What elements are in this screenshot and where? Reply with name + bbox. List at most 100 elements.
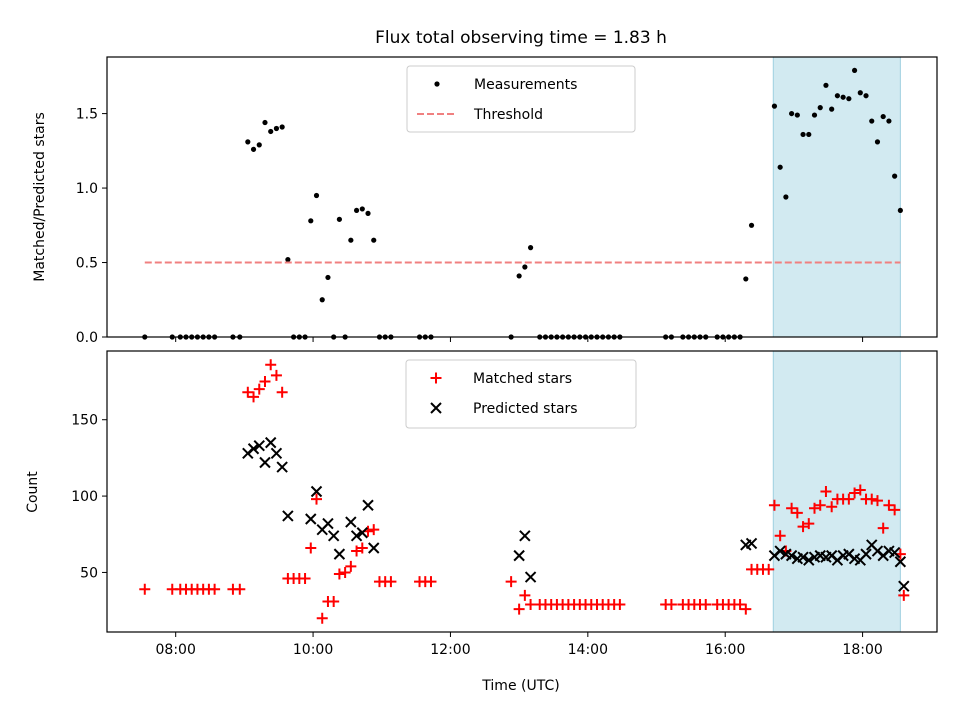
measurement-point: [857, 90, 863, 96]
y-tick-label: 100: [71, 489, 98, 505]
measurement-point: [365, 210, 371, 216]
y-tick-label: 150: [71, 413, 98, 429]
x-tick-label: 12:00: [430, 642, 470, 658]
legend-box: [406, 65, 636, 133]
x-tick-label: 18:00: [842, 642, 882, 658]
y-tick-label: 50: [80, 565, 98, 581]
chart-title: Flux total observing time = 1.83 h: [375, 28, 667, 48]
matched-star-point: [797, 521, 809, 533]
matched-star-point: [849, 487, 861, 499]
matched-star-point: [259, 376, 271, 388]
matched-star-point: [139, 583, 151, 595]
axes-frame: [106, 350, 938, 633]
predicted-star-point: [524, 571, 537, 583]
matched-star-point: [768, 499, 780, 511]
x-tick-label: 08:00: [156, 642, 196, 658]
y-tick-label: 0.0: [76, 330, 98, 346]
matched-star-point: [877, 522, 889, 534]
predicted-star-point: [745, 537, 758, 550]
highlight-span: [772, 56, 901, 338]
measurement-point: [834, 93, 841, 99]
y-tick-label: 0.5: [76, 256, 98, 272]
matched-star-point: [791, 507, 803, 519]
predicted-star-point: [513, 549, 525, 562]
legend-label: Threshold: [473, 107, 543, 123]
matched-star-point: [866, 493, 878, 505]
matched-star-point: [345, 560, 357, 572]
y-tick-label: 1.0: [76, 181, 98, 197]
axes-frame: [106, 56, 938, 338]
measurement-point: [325, 274, 331, 281]
predicted-star-point: [860, 548, 872, 560]
predicted-star-point: [259, 456, 271, 469]
matched-star-point: [519, 589, 531, 601]
predicted-star-point: [327, 530, 340, 542]
measurement-point: [273, 125, 280, 132]
measurement-point: [886, 118, 892, 124]
measurement-point: [851, 67, 858, 74]
predicted-star-point: [322, 517, 334, 530]
measurement-point: [869, 118, 875, 124]
matched-star-point: [898, 589, 910, 601]
measurement-point: [748, 222, 755, 228]
measurement-point: [777, 164, 783, 170]
matched-star-point: [234, 583, 246, 595]
measurement-point: [245, 139, 251, 145]
measurement-point: [250, 146, 257, 152]
legend-matched-swatch: [430, 372, 442, 384]
measurement-point: [371, 237, 377, 243]
measurement-point: [516, 273, 522, 279]
predicted-star-point: [519, 530, 531, 542]
matched-star-point: [665, 599, 677, 611]
measurement-point: [897, 207, 903, 214]
predicted-star-point: [803, 554, 815, 566]
matched-star-point: [311, 493, 323, 505]
predicted-star-point: [785, 549, 798, 562]
measurement-point: [308, 218, 314, 224]
matched-star-point: [820, 486, 832, 497]
matched-star-point: [505, 576, 517, 588]
measurement-point: [319, 297, 325, 303]
legend-box: [405, 359, 637, 429]
predicted-star-point: [350, 530, 363, 542]
predicted-star-point: [270, 447, 283, 460]
matched-star-point: [614, 599, 626, 611]
ratio-panel: 0.0 0.5 1.0 1.5 Measurements Threshold: [76, 56, 938, 346]
x-tick-label: 14:00: [568, 642, 608, 658]
measurement-point: [359, 206, 365, 212]
matched-star-point: [242, 386, 254, 398]
matched-star-point: [854, 484, 866, 496]
measurement-point: [348, 237, 354, 243]
x-tick-label: 16:00: [705, 642, 745, 658]
measurement-point: [771, 103, 778, 109]
measurement-point: [823, 82, 829, 88]
matched-star-point: [774, 530, 786, 542]
predicted-star-point: [368, 542, 380, 554]
measurement-point: [743, 276, 749, 282]
matched-star-point: [803, 518, 815, 530]
measurement-point: [811, 112, 818, 118]
matched-star-point: [883, 499, 895, 511]
x-axis-label: Time (UTC): [481, 678, 559, 694]
legend-measurement-swatch: [434, 81, 440, 87]
matched-star-point: [356, 542, 368, 554]
predicted-star-point: [333, 548, 346, 560]
predicted-star-point: [247, 443, 260, 455]
matched-star-point: [385, 576, 397, 588]
matched-star-point: [871, 495, 883, 507]
measurement-point: [262, 119, 268, 126]
predicted-star-point: [310, 485, 323, 498]
predicted-star-point: [774, 545, 786, 557]
measurement-point: [880, 113, 886, 120]
matched-star-point: [763, 563, 775, 575]
measurement-point: [800, 131, 806, 138]
matched-star-point: [351, 545, 363, 557]
measurement-point: [279, 124, 285, 130]
legend-label: Matched stars: [473, 371, 572, 387]
matched-star-point: [826, 501, 838, 513]
matched-star-point: [333, 568, 345, 580]
matched-star-point: [339, 566, 351, 578]
matched-star-point: [265, 359, 277, 371]
predicted-star-point: [362, 499, 374, 511]
